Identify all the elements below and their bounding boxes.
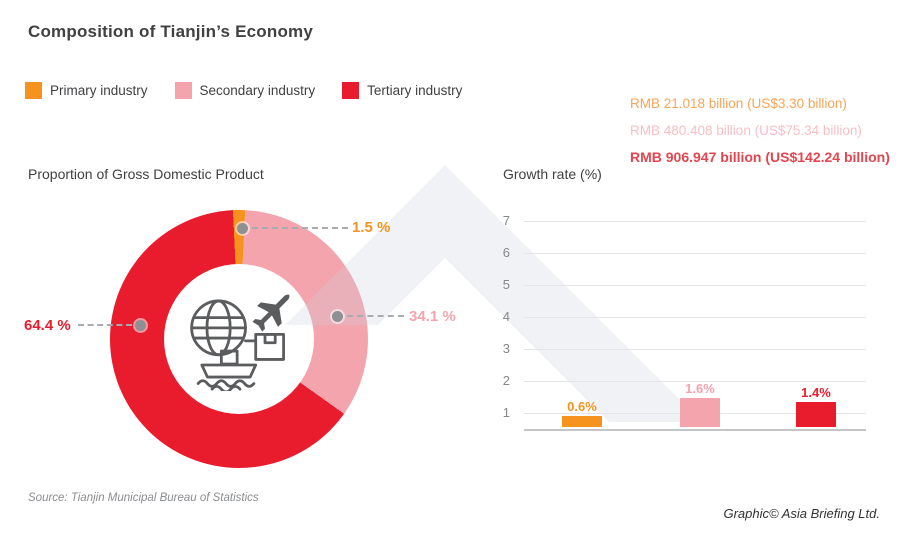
gridline <box>524 221 866 222</box>
y-tick-label: 4 <box>502 309 510 324</box>
legend: Primary industry Secondary industry Tertia… <box>25 82 462 99</box>
value-callout: RMB 21.018 billion (US$3.30 billion) <box>630 96 847 111</box>
gridline <box>524 381 866 382</box>
donut-chart-title: Proportion of Gross Domestic Product <box>28 166 264 182</box>
bar-value-label: 1.4% <box>801 385 831 400</box>
legend-swatch <box>174 82 192 99</box>
donut-center <box>164 264 314 414</box>
legend-item: Secondary industry <box>174 82 316 99</box>
annotation-dot-tertiary <box>135 320 146 331</box>
value-callout: RMB 906.947 billion (US$142.24 billion) <box>630 149 890 165</box>
legend-label: Secondary industry <box>199 83 316 98</box>
gridline <box>524 317 866 318</box>
y-tick-label: 3 <box>502 341 510 356</box>
gridline <box>524 253 866 254</box>
gridline <box>524 285 866 286</box>
y-tick-label: 5 <box>502 277 510 292</box>
bar-value-label: 1.6% <box>685 381 715 396</box>
annotation-label-secondary: 34.1 % <box>409 308 456 325</box>
value-callouts: RMB 21.018 billion (US$3.30 billion) RMB … <box>630 91 890 171</box>
bar-chart-baseline <box>524 429 866 431</box>
leader-line-secondary <box>347 315 404 317</box>
annotation-label-tertiary: 64.4 % <box>24 317 71 334</box>
legend-label: Primary industry <box>50 83 148 98</box>
y-tick-label: 6 <box>502 245 510 260</box>
source-note: Source: Tianjin Municipal Bureau of Stat… <box>28 492 259 504</box>
bar-value-label: 0.6% <box>567 399 597 414</box>
bar <box>680 398 720 427</box>
y-tick-label: 1 <box>502 405 510 420</box>
legend-swatch <box>25 82 42 99</box>
annotation-label-primary: 1.5 % <box>352 219 391 236</box>
bar-chart-title: Growth rate (%) <box>503 166 602 182</box>
globe-trade-icon <box>190 293 291 391</box>
page-title: Composition of Tianjin’s Economy <box>28 22 314 41</box>
annotation-dot-secondary <box>332 311 343 322</box>
value-callout: RMB 480.408 billion (US$75.34 billion) <box>630 122 862 138</box>
annotation-dot-primary <box>237 223 248 234</box>
leader-line-tertiary <box>78 324 132 326</box>
bar <box>562 416 602 427</box>
legend-label: Tertiary industry <box>367 83 463 98</box>
leader-line-primary <box>252 227 348 229</box>
legend-swatch <box>342 82 360 99</box>
legend-item: Primary industry <box>25 82 148 99</box>
y-tick-label: 2 <box>502 373 510 388</box>
gridline <box>524 349 866 350</box>
bar <box>796 402 836 427</box>
legend-item: Tertiary industry <box>342 82 462 99</box>
credit-note: Graphic© Asia Briefing Ltd. <box>723 506 880 521</box>
y-tick-label: 7 <box>502 213 510 228</box>
